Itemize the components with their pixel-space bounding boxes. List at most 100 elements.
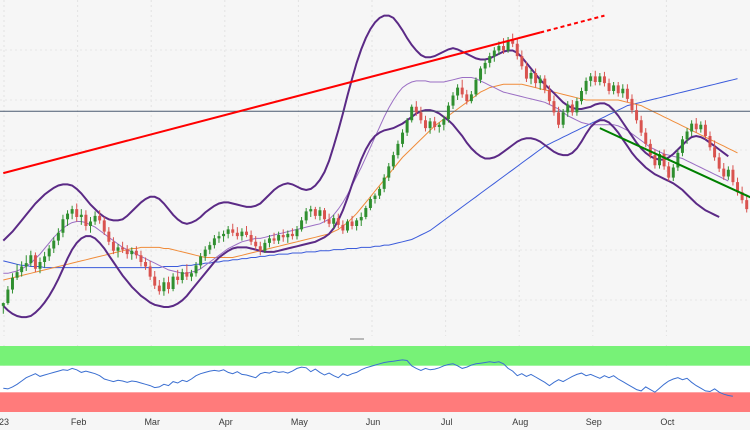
candle-body xyxy=(6,289,10,304)
candle xyxy=(387,163,391,181)
candle-body xyxy=(506,40,510,51)
candle-body xyxy=(194,265,198,274)
candle xyxy=(309,205,313,217)
pane-resize-handle[interactable] xyxy=(350,338,364,340)
candle xyxy=(534,68,538,88)
candle xyxy=(212,235,216,249)
candle xyxy=(240,228,244,241)
candle-body xyxy=(368,199,372,208)
candle xyxy=(180,268,184,284)
candle xyxy=(171,273,175,292)
candle xyxy=(332,214,336,229)
candle-body xyxy=(552,101,556,113)
candle xyxy=(263,239,267,253)
candle xyxy=(607,78,611,95)
candle xyxy=(157,280,161,295)
candle xyxy=(648,139,652,159)
candle xyxy=(107,227,111,246)
candle xyxy=(745,194,749,213)
candle xyxy=(295,226,299,240)
candle xyxy=(515,39,519,60)
x-tick-label: Oct xyxy=(660,417,675,427)
candle-body xyxy=(66,213,70,220)
candle xyxy=(98,210,102,224)
candle-body xyxy=(125,249,129,255)
candle xyxy=(492,47,496,62)
candle xyxy=(401,129,405,148)
candle-body xyxy=(290,233,294,237)
candle-body xyxy=(116,247,120,251)
trendline-red xyxy=(3,31,541,175)
candle xyxy=(456,84,460,100)
candle xyxy=(685,128,689,144)
candle xyxy=(208,241,212,255)
candle xyxy=(382,174,386,193)
candle xyxy=(722,163,726,180)
candle xyxy=(153,271,157,289)
candle xyxy=(290,228,294,240)
candle xyxy=(327,213,331,228)
candle-body xyxy=(391,155,395,167)
candle-body xyxy=(88,221,92,226)
candle xyxy=(699,121,703,133)
candle-body xyxy=(667,166,671,178)
candle-body xyxy=(520,56,524,67)
candle-body xyxy=(612,85,616,91)
candle xyxy=(189,269,193,282)
candle xyxy=(524,61,528,82)
candle-body xyxy=(566,104,570,113)
candle-body xyxy=(492,50,496,57)
candle xyxy=(88,217,92,233)
candle-body xyxy=(726,169,730,177)
x-tick-label: 23 xyxy=(0,417,9,427)
candle-body xyxy=(277,235,281,241)
candle xyxy=(313,206,317,220)
bollinger-upper-line xyxy=(2,14,729,242)
candle xyxy=(121,241,125,253)
candle xyxy=(671,164,675,181)
candle-body xyxy=(263,242,267,251)
candle-body xyxy=(144,262,148,267)
candle-body xyxy=(272,238,276,241)
candle-body xyxy=(497,46,501,51)
candle-body xyxy=(336,218,340,225)
candle xyxy=(130,247,134,260)
candle xyxy=(29,250,33,267)
candle-body xyxy=(423,120,427,129)
candle xyxy=(612,82,616,95)
candle-body xyxy=(364,208,368,217)
candle-body xyxy=(75,209,79,217)
candle-body xyxy=(625,88,629,99)
candle-body xyxy=(157,285,161,292)
candle-body xyxy=(350,221,354,226)
candle-body xyxy=(648,143,652,156)
candle xyxy=(176,269,180,285)
candle-body xyxy=(217,236,221,239)
candle xyxy=(740,186,744,204)
candle xyxy=(483,59,487,75)
candle-body xyxy=(79,214,83,217)
pane-divider[interactable] xyxy=(0,336,750,342)
candle xyxy=(396,140,400,159)
candle-body xyxy=(226,229,230,234)
candle-body xyxy=(212,238,216,246)
x-tick-label: Jun xyxy=(366,417,381,427)
candle xyxy=(102,217,106,235)
candle-body xyxy=(446,105,450,120)
candle xyxy=(570,100,574,116)
x-tick-label: Aug xyxy=(512,417,528,427)
candle-body xyxy=(185,272,189,277)
candle xyxy=(33,252,37,273)
candle-body xyxy=(102,220,106,232)
candle-body xyxy=(323,210,327,220)
candle-body xyxy=(281,235,285,238)
candle-body xyxy=(653,155,657,166)
candle-body xyxy=(29,255,33,264)
candle-body xyxy=(465,94,469,102)
candle xyxy=(616,82,620,97)
candle xyxy=(378,186,382,199)
oversold-zone xyxy=(0,392,750,412)
candle-body xyxy=(47,248,51,257)
candle-body xyxy=(713,147,717,158)
